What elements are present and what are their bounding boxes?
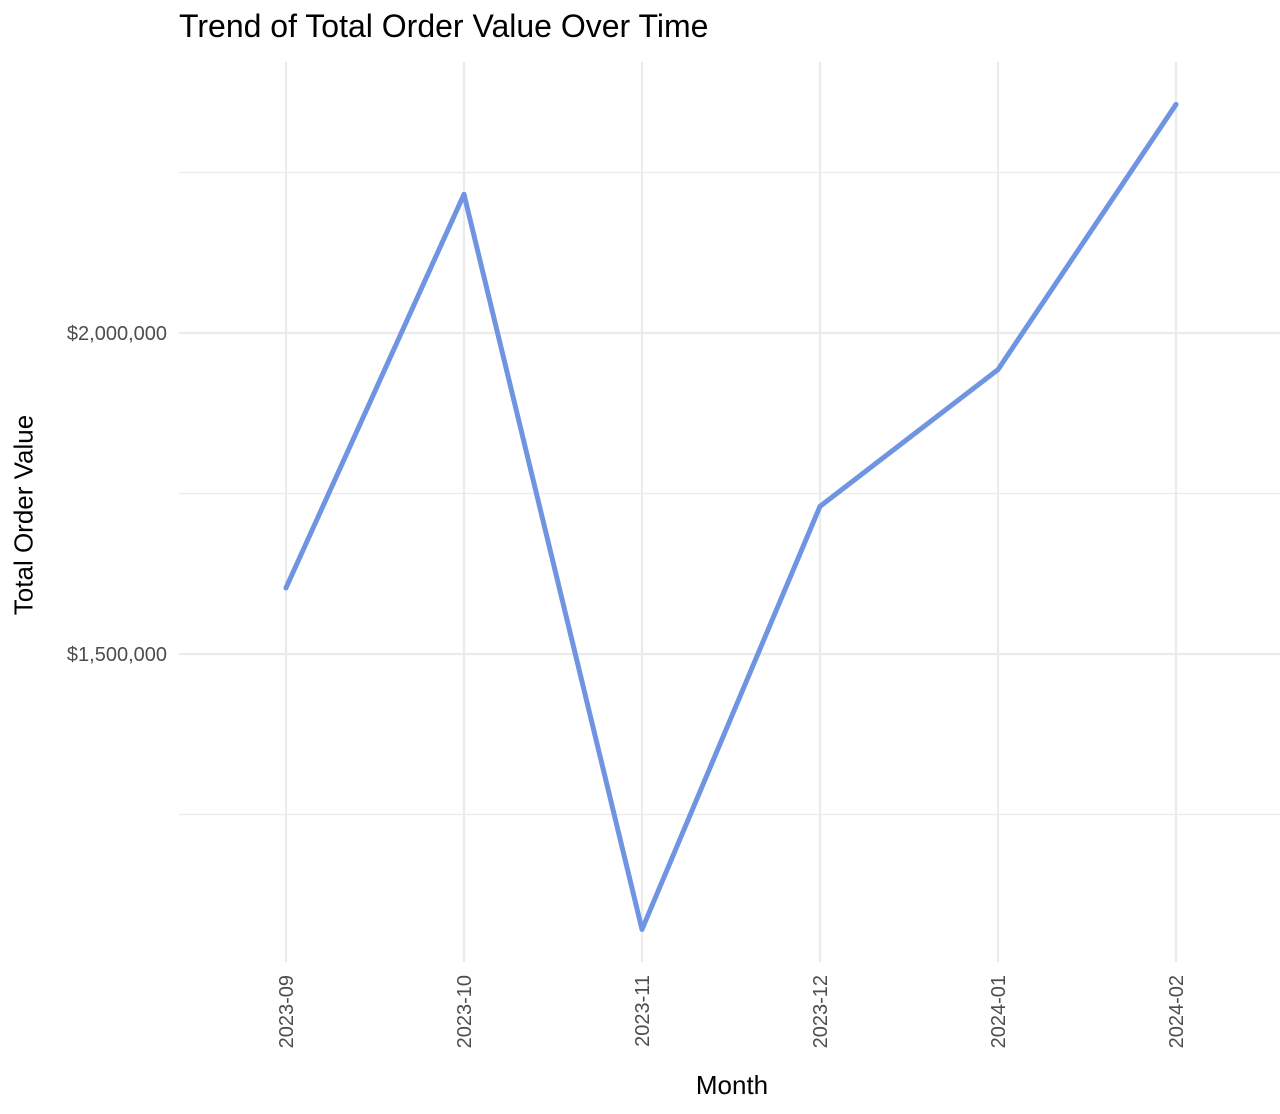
data-point [817, 503, 823, 509]
data-point [461, 191, 467, 197]
x-tick-label: 2024-02 [1166, 975, 1188, 1048]
x-tick-label: 2023-10 [454, 975, 476, 1048]
series-line-0 [283, 101, 1179, 932]
data-point [639, 926, 645, 932]
x-tick-label: 2023-09 [276, 975, 298, 1048]
y-axis-title: Total Order Value [8, 414, 39, 616]
x-axis-title: Month [695, 1070, 769, 1100]
x-tick-label: 2023-12 [810, 975, 832, 1048]
x-tick-label: 2023-11 [632, 975, 654, 1047]
chart-title: Trend of Total Order Value Over Time [179, 8, 709, 44]
data-point [283, 585, 289, 591]
data-point [1173, 101, 1179, 107]
data-point [995, 367, 1001, 373]
y-tick-label: $2,000,000 [67, 323, 167, 345]
y-tick-label: $1,500,000 [67, 644, 167, 666]
x-tick-label: 2024-01 [988, 975, 1010, 1048]
